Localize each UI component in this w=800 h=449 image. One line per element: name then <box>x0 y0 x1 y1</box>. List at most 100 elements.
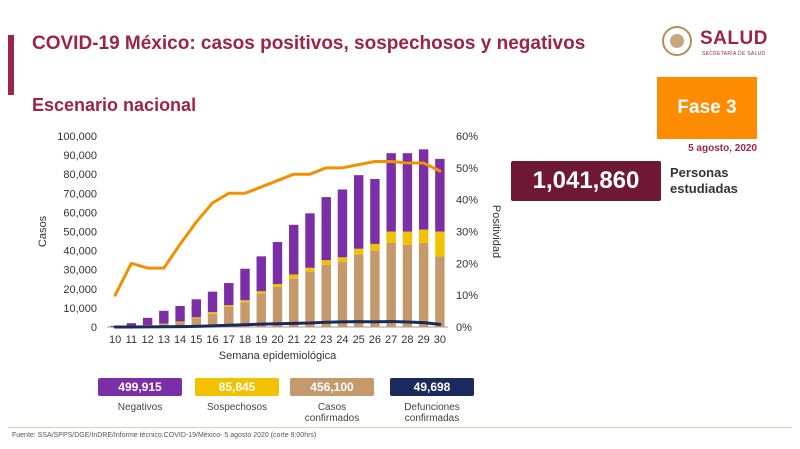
bar-casos-confirmados <box>370 250 380 327</box>
bar-casos-confirmados <box>272 286 283 327</box>
bar-negativos <box>402 153 413 232</box>
y-tick-label: 30,000 <box>63 265 97 277</box>
x-tick-label: 25 <box>353 334 365 346</box>
bar-sospechosos <box>321 260 331 265</box>
y-tick-label: 70,000 <box>63 188 97 200</box>
bar-sospechosos <box>256 291 266 294</box>
bar-negativos <box>289 224 299 275</box>
bar-sospechosos <box>386 231 396 243</box>
x-axis-title: Semana epidemiológica <box>219 350 337 362</box>
x-tick-label: 26 <box>369 334 381 346</box>
bar-negativos <box>435 158 445 232</box>
bar-negativos <box>207 291 218 313</box>
phase-badge: Fase 3 <box>657 77 757 139</box>
x-tick-label: 14 <box>174 334 186 346</box>
bar-casos-confirmados <box>224 306 234 327</box>
page-title: COVID-19 México: casos positivos, sospec… <box>32 33 586 54</box>
legend-value: 456,100 <box>290 378 374 396</box>
accent-bar <box>8 35 14 95</box>
y-axis-title: Casos <box>37 215 49 247</box>
bar-casos-confirmados <box>435 256 445 327</box>
bar-negativos <box>321 197 331 261</box>
bar-casos-confirmados <box>337 262 348 327</box>
x-tick-label: 30 <box>434 334 446 346</box>
bar-sospechosos <box>353 248 364 255</box>
legend-label: Defunciones confirmadas <box>404 402 460 424</box>
bar-negativos <box>353 175 364 249</box>
bar-sospechosos <box>224 305 234 307</box>
y2-axis-title: Positividad <box>490 205 502 258</box>
bar-sospechosos <box>207 312 218 314</box>
y2-tick-label: 50% <box>456 163 478 175</box>
bar-sospechosos <box>272 284 283 287</box>
bar-sospechosos <box>435 231 445 257</box>
bar-negativos <box>337 189 348 258</box>
bar-casos-confirmados <box>207 313 218 327</box>
legend-value: 85,845 <box>195 378 279 396</box>
bar-sospechosos <box>370 243 380 251</box>
x-tick-label: 13 <box>158 334 170 346</box>
x-tick-label: 16 <box>206 334 218 346</box>
bar-sospechosos <box>159 323 169 325</box>
y2-tick-label: 40% <box>456 195 478 207</box>
x-tick-label: 12 <box>141 334 153 346</box>
x-tick-label: 20 <box>271 334 283 346</box>
line-positividad <box>113 159 442 297</box>
bar-sospechosos <box>240 300 250 303</box>
bar-casos-confirmados <box>240 302 250 327</box>
x-tick-label: 24 <box>336 334 348 346</box>
logo-subtext: SECRETARÍA DE SALUD <box>702 51 766 57</box>
legend-item: 49,698 Defunciones confirmadas <box>390 378 474 424</box>
y2-tick-label: 60% <box>456 131 478 143</box>
legend-item: 499,915 Negativos <box>98 378 182 413</box>
y2-tick-label: 30% <box>456 227 478 239</box>
legend-value: 49,698 <box>390 378 474 396</box>
bar-sospechosos <box>175 321 185 323</box>
legend-item: 456,100 Casos confirmados <box>290 378 374 424</box>
y-tick-label: 100,000 <box>57 131 97 143</box>
bar-sospechosos <box>289 274 299 279</box>
bar-casos-confirmados <box>386 242 396 327</box>
source-note: Fuente: SSA/SPPS/DGE/InDRE/Informe técni… <box>12 432 317 439</box>
y-tick-label: 40,000 <box>63 246 97 258</box>
legend-label: Sospechosos <box>206 402 268 413</box>
x-tick-label: 10 <box>109 334 121 346</box>
bar-casos-confirmados <box>418 242 429 327</box>
y-tick-label: 10,000 <box>63 303 97 315</box>
bar-negativos <box>126 323 137 327</box>
y2-tick-label: 10% <box>456 290 478 302</box>
x-tick-label: 21 <box>288 334 300 346</box>
y-tick-label: 90,000 <box>63 150 97 162</box>
footer-divider <box>8 427 792 428</box>
bar-sospechosos <box>418 229 429 243</box>
bar-negativos <box>256 256 266 292</box>
x-tick-label: 15 <box>190 334 202 346</box>
persons-studied-value: 1,041,860 <box>511 161 661 201</box>
bar-sospechosos <box>337 257 348 263</box>
bar-negativos <box>386 153 396 232</box>
x-tick-label: 19 <box>255 334 267 346</box>
bar-negativos <box>370 178 380 244</box>
x-tick-label: 11 <box>126 334 137 346</box>
bar-sospechosos <box>305 267 315 272</box>
legend-label: Negativos <box>117 402 163 413</box>
bar-negativos <box>175 305 185 322</box>
x-tick-label: 28 <box>401 334 413 346</box>
legend-label: Casos confirmados <box>304 402 360 424</box>
x-tick-label: 29 <box>418 334 430 346</box>
bar-negativos <box>191 299 202 318</box>
x-tick-label: 22 <box>304 334 316 346</box>
bar-casos-confirmados <box>175 322 185 327</box>
bar-sospechosos <box>191 317 202 319</box>
report-date: 5 agosto, 2020 <box>688 143 757 154</box>
line-defunciones-confirmadas <box>113 319 442 329</box>
y-tick-label: 0 <box>91 322 97 334</box>
bar-casos-confirmados <box>353 254 364 327</box>
bar-casos-confirmados <box>191 318 202 327</box>
bar-casos-confirmados <box>256 293 266 327</box>
bar-casos-confirmados <box>402 244 413 327</box>
bar-casos-confirmados <box>321 264 331 327</box>
y-tick-label: 80,000 <box>63 169 97 181</box>
logo-text: SALUD <box>700 28 768 49</box>
